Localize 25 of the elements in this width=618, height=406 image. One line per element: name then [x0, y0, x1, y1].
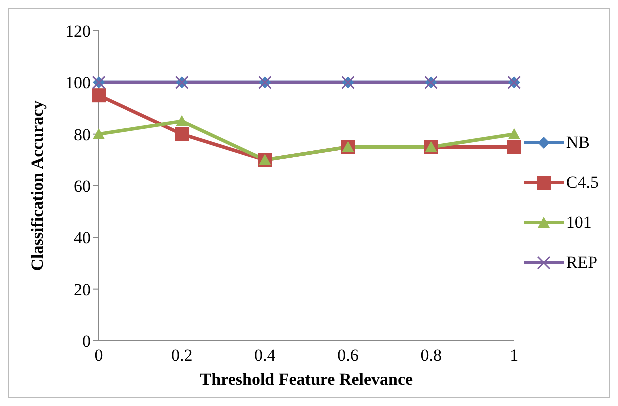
y-axis-title: Classification Accuracy — [28, 100, 48, 272]
y-tick-label: 20 — [74, 280, 91, 300]
y-tick-label: 40 — [74, 228, 91, 248]
y-tick-label: 120 — [66, 22, 91, 42]
point — [508, 128, 520, 140]
legend-label: C4.5 — [566, 173, 599, 193]
point — [93, 128, 105, 140]
x-tick-label: 0.8 — [420, 346, 442, 366]
y-tick-label: 100 — [66, 74, 91, 93]
legend-label: NB — [566, 133, 590, 153]
point — [176, 115, 188, 126]
x-axis-title: Threshold Feature Relevance — [200, 370, 414, 389]
point — [175, 127, 190, 142]
legend-label: REP — [566, 253, 598, 273]
point — [92, 88, 106, 103]
x-tick-label: 1 — [510, 346, 519, 366]
y-tick-label: 60 — [74, 177, 91, 196]
x-tick-label: 0.6 — [338, 346, 359, 366]
y-tick-label: 0 — [82, 332, 91, 352]
x-tick-label: 0 — [94, 346, 104, 366]
legend-label: 101 — [566, 213, 592, 233]
x-tick-label: 0.4 — [254, 346, 276, 366]
y-tick-label: 80 — [74, 125, 91, 144]
x-tick-label: 0.2 — [171, 346, 193, 366]
point — [507, 140, 522, 154]
